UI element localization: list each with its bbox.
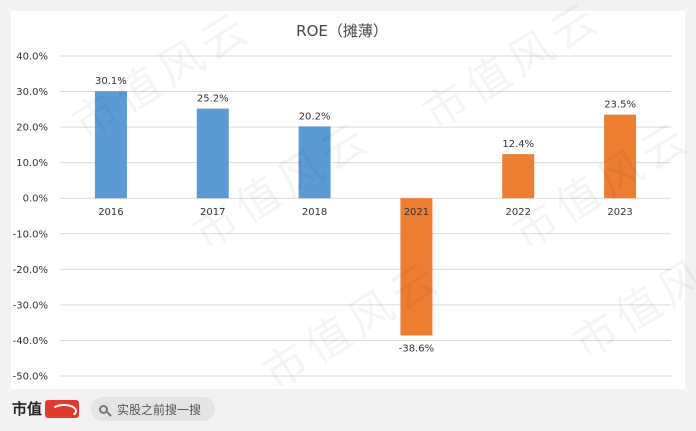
y-tick-label: 40.0%: [16, 52, 48, 63]
bars: [94, 91, 637, 336]
y-tick-label: -10.0%: [13, 229, 48, 240]
y-tick-label: -40.0%: [13, 336, 48, 347]
data-label: -38.6%: [399, 343, 434, 354]
bar-2016: [94, 91, 127, 199]
search-placeholder: 实股之前搜一搜: [117, 402, 202, 417]
roe-bar-chart: ROE（摊薄） 40.0% 30.0% 20.0% 10.0% 0.0% -10.0% -2…: [13, 22, 671, 383]
data-label: 12.4%: [502, 139, 534, 150]
chart-title: ROE（摊薄）: [296, 22, 388, 40]
y-tick-label: 10.0%: [16, 158, 48, 169]
bar-2018: [298, 126, 331, 199]
data-label: 30.1%: [95, 76, 127, 87]
brand-name: 市值: [12, 400, 43, 418]
y-tick-label: 0.0%: [23, 194, 48, 205]
x-tick-label: 2018: [302, 207, 327, 218]
y-tick-label: -50.0%: [13, 372, 48, 383]
chart-card: ROE（摊薄） 40.0% 30.0% 20.0% 10.0% 0.0% -10.0% -2…: [11, 11, 685, 389]
gridlines: [60, 55, 671, 377]
y-axis: 40.0% 30.0% 20.0% 10.0% 0.0% -10.0% -20.0% -30.…: [13, 52, 48, 383]
bar-2021: [400, 198, 433, 336]
data-label: 20.2%: [299, 111, 331, 122]
data-labels: 30.1% 25.2% 20.2% -38.6% 12.4% 23.5%: [95, 76, 636, 354]
x-tick-label: 2023: [607, 207, 632, 218]
x-tick-label: 2017: [200, 207, 225, 218]
x-tick-label: 2022: [506, 207, 531, 218]
search-box[interactable]: 实股之前搜一搜: [91, 397, 215, 421]
data-label: 23.5%: [604, 100, 636, 111]
bar-2023: [604, 114, 637, 199]
x-tick-label: 2016: [98, 207, 123, 218]
data-label: 25.2%: [197, 94, 229, 105]
brand-logo-group[interactable]: 市值: [12, 398, 80, 419]
x-tick-label: 2021: [404, 207, 429, 218]
y-tick-label: 30.0%: [16, 87, 48, 98]
y-tick-label: -30.0%: [13, 300, 48, 311]
y-tick-label: -20.0%: [13, 265, 48, 276]
category-labels: 2016 2017 2018 2021 2022 2023: [98, 207, 633, 218]
footer-bar: 市值 实股之前搜一搜: [0, 389, 696, 431]
brand-logo-icon: [45, 399, 80, 418]
bar-2017: [196, 108, 229, 199]
bar-2022: [502, 154, 535, 199]
y-tick-label: 20.0%: [16, 123, 48, 134]
search-icon: [99, 404, 108, 414]
